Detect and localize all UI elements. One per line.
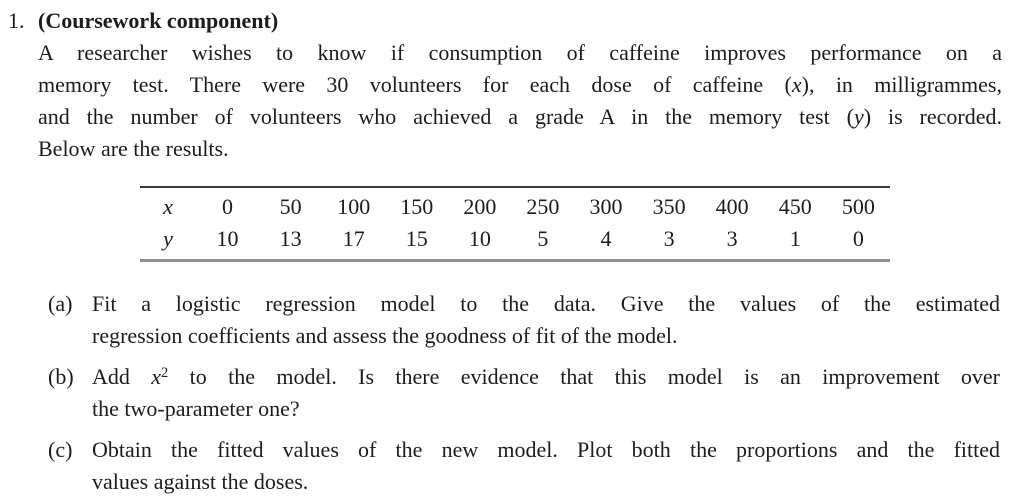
table-row-x: x 0 50 100 150 200 250 300 350 400 450 500	[140, 187, 890, 223]
text-segment: A researcher wishes to know if consumpti…	[38, 40, 1002, 65]
table-cell: 350	[652, 194, 686, 219]
table-row-y: y 10 13 17 15 10 5 4 3 3 1 0	[140, 223, 890, 261]
text-segment: Below are the results.	[38, 136, 229, 161]
table-cell: 10	[216, 226, 239, 251]
text-segment: Fit a logistic regression model to the d…	[92, 291, 1000, 316]
table-cell: 0	[222, 194, 234, 219]
table-cell: 13	[279, 226, 302, 251]
table-cell: 450	[778, 194, 812, 219]
table-cell: 200	[463, 194, 497, 219]
text-line: regression coefficients and assess the g…	[92, 320, 1000, 352]
text-line: Below are the results.	[38, 133, 1002, 165]
text-line: A researcher wishes to know if consumpti…	[38, 37, 1002, 69]
text-line: Fit a logistic regression model to the d…	[92, 288, 1000, 320]
table-cell: 4	[600, 226, 612, 251]
math-symbol: x	[791, 72, 802, 97]
text-line: values against the doses.	[92, 466, 1000, 498]
math-symbol: x	[151, 364, 162, 389]
table-cell: 1	[789, 226, 801, 251]
text-segment: ) is recorded.	[863, 104, 1002, 129]
question-body: (Coursework component) A researcher wish…	[38, 5, 1002, 498]
question-number: 1.	[8, 8, 25, 33]
part-c-label: (c)	[48, 437, 73, 462]
text-segment: to the model. Is there evidence that thi…	[168, 364, 1000, 389]
text-segment: and the number of volunteers who achieve…	[38, 104, 854, 129]
math-symbol: y	[853, 104, 864, 129]
question-parts: (a) Fit a logistic regression model to t…	[38, 288, 1002, 498]
text-segment: regression coefficients and assess the g…	[92, 323, 678, 348]
table-cell: 50	[279, 194, 302, 219]
part-c: (c) Obtain the fitted values of the new …	[38, 434, 1002, 498]
table-cell: 10	[468, 226, 491, 251]
table-cell: 500	[841, 194, 875, 219]
part-c-text: Obtain the fitted values of the new mode…	[92, 434, 1000, 498]
intro-paragraph: A researcher wishes to know if consumpti…	[38, 37, 1002, 165]
text-segment: values against the doses.	[92, 469, 309, 494]
table-cell: 150	[400, 194, 434, 219]
part-a-text: Fit a logistic regression model to the d…	[92, 288, 1000, 352]
text-segment: Add	[92, 364, 152, 389]
row-label-y: y	[163, 226, 173, 251]
part-a-label: (a)	[48, 291, 73, 316]
table-cell: 100	[337, 194, 371, 219]
text-line: and the number of volunteers who achieve…	[38, 101, 1002, 133]
text-segment: the two-parameter one?	[92, 396, 300, 421]
table-cell: 15	[405, 226, 428, 251]
question-heading: (Coursework component)	[38, 8, 279, 33]
text-segment: Obtain the fitted values of the new mode…	[92, 437, 1000, 462]
text-segment: memory test. There were 30 volunteers fo…	[38, 72, 792, 97]
table-cell: 3	[726, 226, 738, 251]
text-segment: ), in milligrammes,	[801, 72, 1002, 97]
table-cell: 400	[715, 194, 749, 219]
text-line: Obtain the fitted values of the new mode…	[92, 434, 1000, 466]
part-b-label: (b)	[48, 364, 74, 389]
table-cell: 5	[537, 226, 549, 251]
table-cell: 300	[589, 194, 623, 219]
part-b: (b) Add x2 to the model. Is there eviden…	[38, 361, 1002, 425]
text-line: memory test. There were 30 volunteers fo…	[38, 69, 1002, 101]
table-cell: 250	[526, 194, 560, 219]
table-cell: 17	[342, 226, 365, 251]
data-table: x 0 50 100 150 200 250 300 350 400 450 500 y 10 13 1…	[140, 186, 890, 262]
part-b-text: Add x2 to the model. Is there evidence t…	[92, 361, 1000, 425]
math-symbol: 2	[161, 364, 169, 381]
part-a: (a) Fit a logistic regression model to t…	[38, 288, 1002, 352]
table-cell: 3	[663, 226, 675, 251]
text-line: Add x2 to the model. Is there evidence t…	[92, 361, 1000, 393]
row-label-x: x	[163, 194, 173, 219]
table-cell: 0	[852, 226, 864, 251]
text-line: the two-parameter one?	[92, 393, 1000, 425]
